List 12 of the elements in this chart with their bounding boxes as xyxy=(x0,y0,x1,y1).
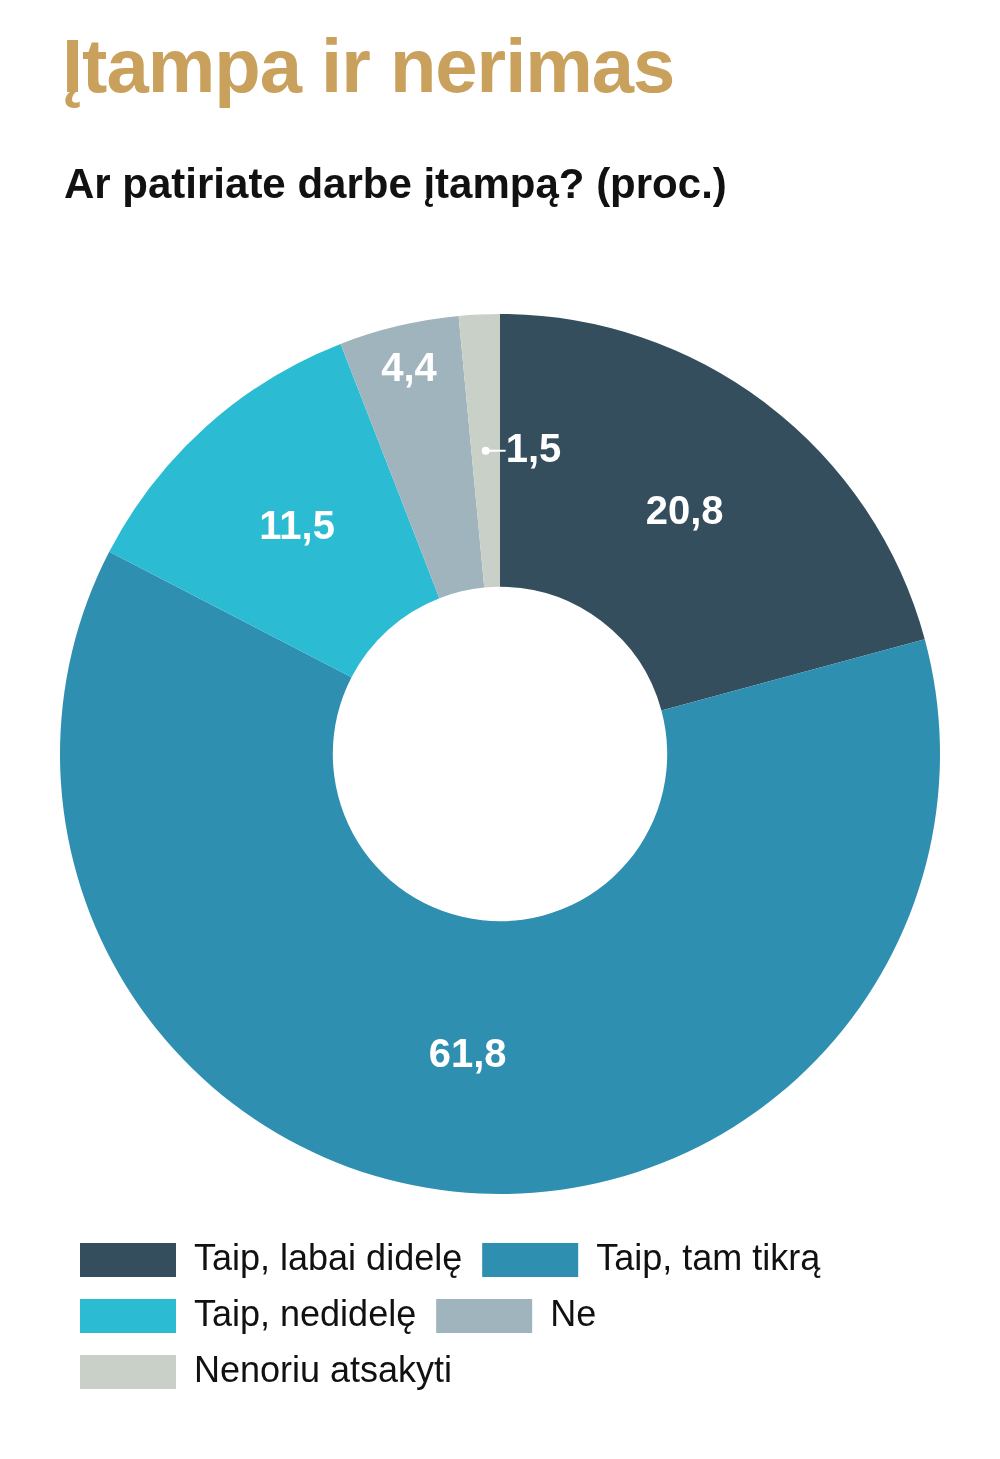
chart-title: Įtampa ir nerimas xyxy=(62,22,675,109)
data-label: 20,8 xyxy=(645,487,724,532)
legend-label: Taip, tam tikrą xyxy=(596,1236,822,1278)
legend-label: Ne xyxy=(550,1292,597,1334)
data-label: 61,8 xyxy=(428,1030,507,1075)
legend-label: Nenoriu atsakyti xyxy=(194,1348,453,1390)
data-label: 11,5 xyxy=(259,503,335,548)
data-label: 1,5 xyxy=(505,425,562,470)
chart-subtitle: Ar patiriate darbe įtampą? (proc.) xyxy=(64,160,727,208)
data-label: 4,4 xyxy=(381,344,438,389)
legend-label: Taip, nedidelę xyxy=(194,1292,417,1334)
legend-label: Taip, labai didelę xyxy=(194,1236,463,1278)
